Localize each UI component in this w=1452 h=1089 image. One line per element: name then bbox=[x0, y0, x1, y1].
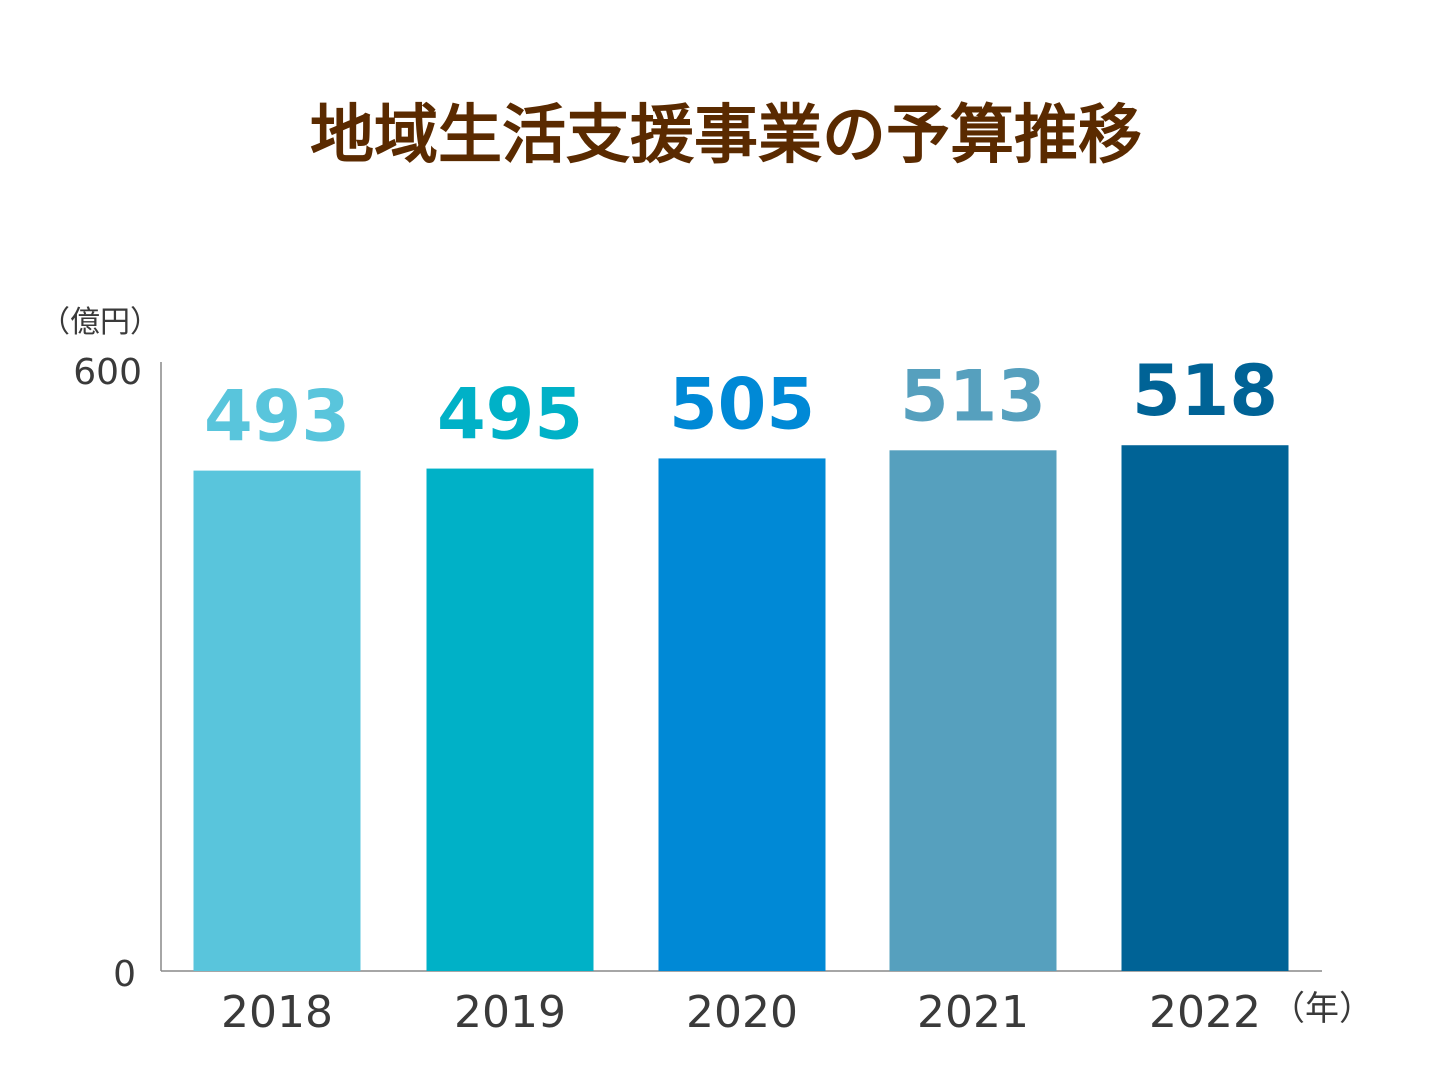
value-label-2020: 505 bbox=[669, 363, 815, 445]
x-tick-label-2022: 2022 bbox=[1149, 987, 1261, 1038]
chart-title: 地域生活支援事業の予算推移 bbox=[310, 99, 1142, 173]
x-tick-label-2019: 2019 bbox=[454, 987, 566, 1038]
bar-2019 bbox=[426, 468, 594, 971]
bar-2021 bbox=[889, 450, 1057, 971]
y-tick-label-max: 600 bbox=[73, 352, 142, 393]
value-label-2018: 493 bbox=[204, 376, 350, 458]
bar-2022 bbox=[1121, 445, 1289, 972]
value-label-2022: 518 bbox=[1132, 350, 1278, 432]
x-tick-label-2021: 2021 bbox=[917, 987, 1029, 1038]
value-labels-group: 493 495 505 513 518 bbox=[204, 350, 1278, 457]
x-tick-label-2018: 2018 bbox=[221, 987, 333, 1038]
y-tick-label-zero: 0 bbox=[113, 954, 136, 995]
bar-2020 bbox=[658, 458, 826, 971]
bar-2018 bbox=[193, 470, 361, 971]
x-tick-label-2020: 2020 bbox=[686, 987, 798, 1038]
x-tick-labels-group: 2018 2019 2020 2021 2022 bbox=[221, 987, 1261, 1038]
bars-group bbox=[193, 445, 1289, 972]
value-label-2019: 495 bbox=[437, 374, 583, 456]
y-axis-unit-label: （億円） bbox=[40, 305, 160, 340]
x-axis-unit-label: （年） bbox=[1271, 989, 1373, 1029]
value-label-2021: 513 bbox=[900, 355, 1046, 437]
